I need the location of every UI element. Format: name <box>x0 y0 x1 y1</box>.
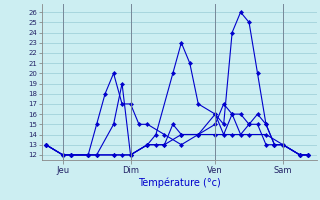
X-axis label: Température (°c): Température (°c) <box>138 177 220 188</box>
